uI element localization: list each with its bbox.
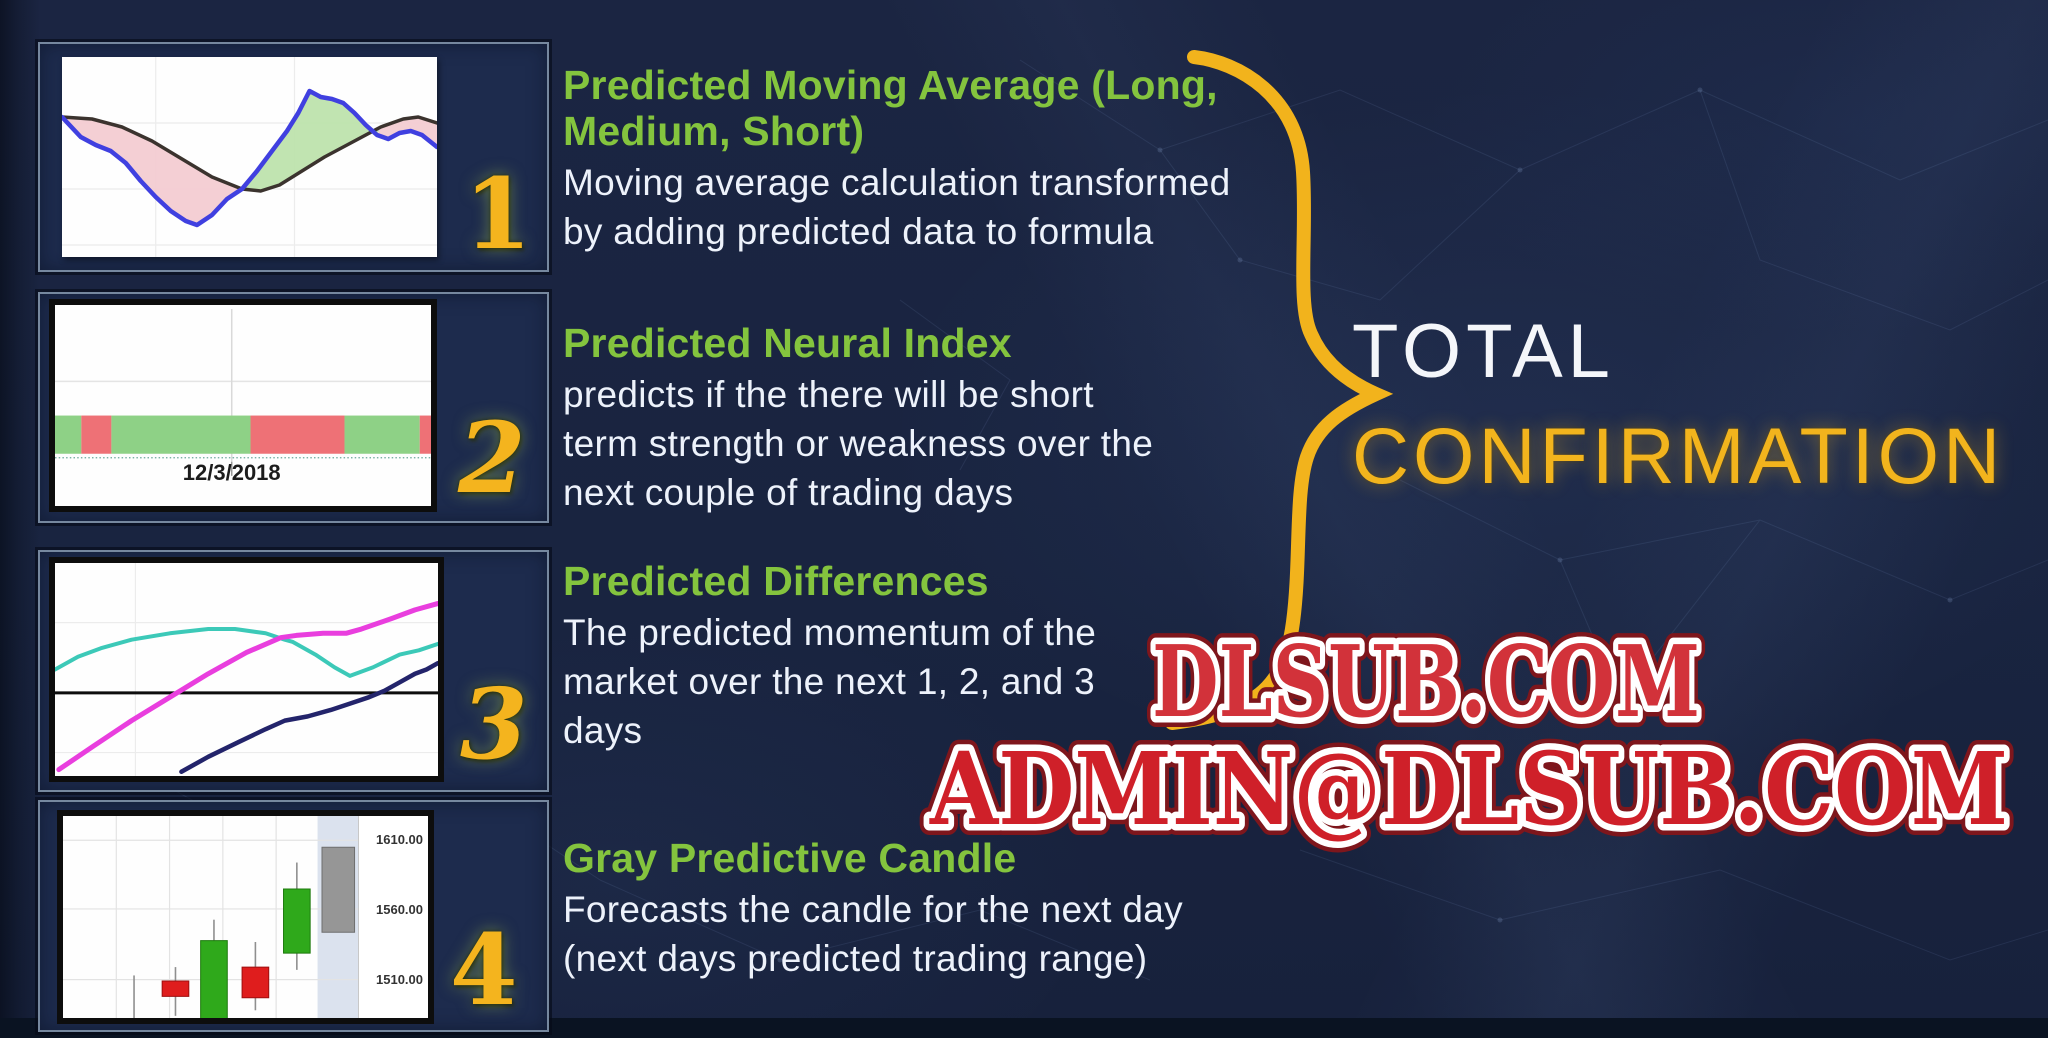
price-axis: 1610.00 1560.00 1510.00 bbox=[358, 816, 428, 1018]
total-label: TOTAL bbox=[1352, 309, 1615, 394]
predictive-candle-chart-thumbnail: 1610.00 1560.00 1510.00 bbox=[57, 810, 434, 1024]
feature-4-body-line-1: Forecasts the candle for the next day bbox=[563, 889, 1183, 930]
price-label-1510: 1510.00 bbox=[376, 972, 423, 987]
feature-panel-4: 1610.00 1560.00 1510.00 4 bbox=[38, 800, 549, 1032]
feature-2-body-line-2: term strength or weakness over the bbox=[563, 423, 1154, 464]
feature-1-body-line-2: by adding predicted data to formula bbox=[563, 211, 1154, 252]
neural-index-chart-thumbnail: 12/3/2018 bbox=[49, 299, 437, 512]
confirmation-label: CONFIRMATION bbox=[1352, 411, 2005, 500]
step-number-1: 1 bbox=[464, 157, 532, 271]
feature-2-heading: Predicted Neural Index bbox=[563, 320, 1012, 366]
price-label-1560: 1560.00 bbox=[376, 902, 423, 917]
feature-panel-2: 12/3/2018 2 bbox=[38, 292, 549, 523]
feature-2-body-line-1: predicts if the there will be short bbox=[563, 374, 1094, 415]
feature-3-body-line-2: market over the next 1, 2, and 3 bbox=[563, 661, 1096, 702]
x-axis-date-label: 12/3/2018 bbox=[182, 459, 281, 485]
feature-3-body-line-1: The predicted momentum of the bbox=[563, 612, 1097, 653]
feature-1-body-line-1: Moving average calculation transformed bbox=[563, 162, 1231, 203]
feature-panel-3: 3 bbox=[38, 550, 549, 792]
feature-1-heading-line-1: Predicted Moving Average (Long, bbox=[563, 62, 1218, 108]
feature-4-body-line-2: (next days predicted trading range) bbox=[563, 938, 1148, 979]
feature-3-heading: Predicted Differences bbox=[563, 558, 989, 604]
step-number-4: 4 bbox=[450, 913, 518, 1027]
feature-3-text: Predicted Differences The predicted mome… bbox=[563, 558, 1243, 755]
step-number-2: 2 bbox=[458, 401, 526, 515]
feature-panel-1: 1 bbox=[38, 42, 549, 272]
feature-1-text: Predicted Moving Average (Long, Medium, … bbox=[563, 62, 1243, 256]
predicted-differences-chart-thumbnail bbox=[49, 557, 444, 782]
step-number-3: 3 bbox=[460, 667, 528, 781]
price-label-1610: 1610.00 bbox=[376, 832, 423, 847]
feature-3-body-line-3: days bbox=[563, 710, 643, 751]
feature-1-heading-line-2: Medium, Short) bbox=[563, 108, 865, 154]
feature-4-heading: Gray Predictive Candle bbox=[563, 835, 1017, 881]
moving-average-chart-thumbnail bbox=[62, 57, 437, 257]
feature-2-text: Predicted Neural Index predicts if the t… bbox=[563, 320, 1243, 517]
feature-4-text: Gray Predictive Candle Forecasts the can… bbox=[563, 835, 1243, 983]
feature-2-body-line-3: next couple of trading days bbox=[563, 472, 1014, 513]
